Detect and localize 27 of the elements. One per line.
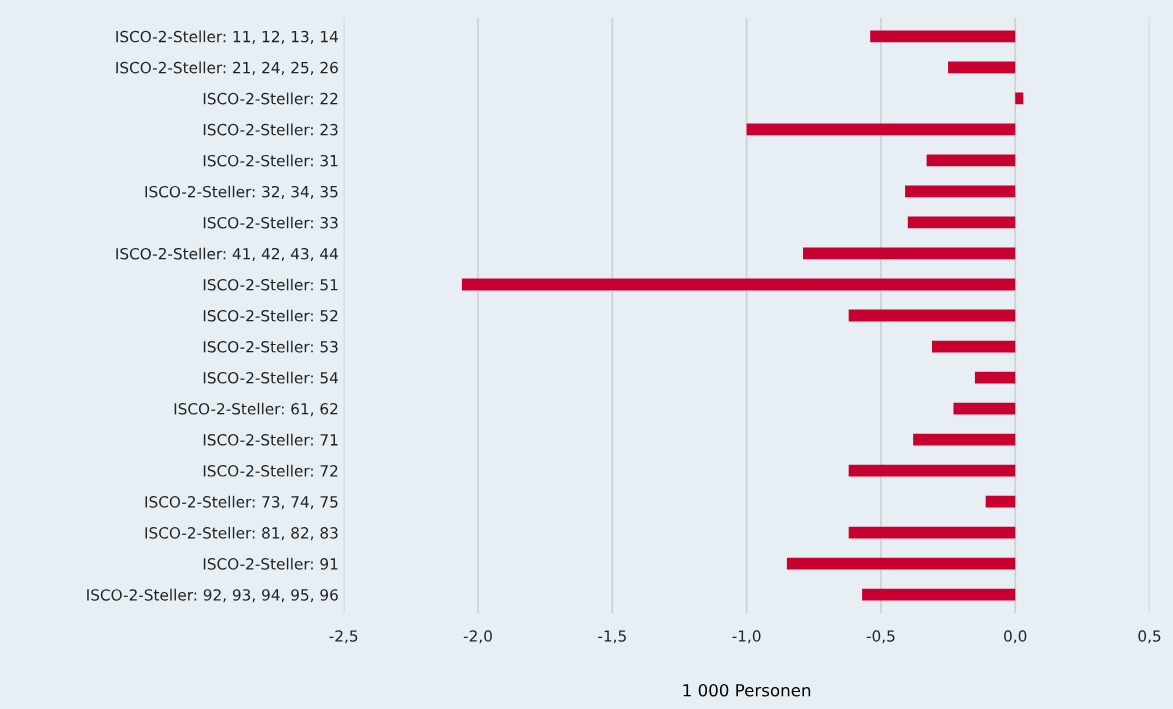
y-tick-label: ISCO-2-Steller: 92, 93, 94, 95, 96 (87, 588, 338, 603)
y-tick-label: ISCO-2-Steller: 81, 82, 83 (145, 526, 338, 541)
x-axis-title: 1 000 Personen (683, 683, 811, 697)
y-tick-label: ISCO-2-Steller: 33 (203, 216, 338, 229)
x-tick-label: -1,0 (732, 630, 761, 644)
y-tick-label: ISCO-2-Steller: 22 (203, 92, 338, 105)
y-tick-label: ISCO-2-Steller: 72 (203, 464, 338, 477)
x-tick-label: 0,0 (1004, 630, 1027, 644)
x-tick-label: -0,5 (866, 630, 895, 644)
x-tick-label: -2,5 (329, 630, 358, 644)
y-tick-label: ISCO-2-Steller: 23 (203, 123, 338, 136)
y-tick-label: ISCO-2-Steller: 32, 34, 35 (145, 185, 338, 200)
x-tick-label: 0,5 (1138, 630, 1161, 644)
y-tick-label: ISCO-2-Steller: 11, 12, 13, 14 (116, 30, 338, 44)
x-tick-label: -2,0 (463, 630, 492, 644)
y-tick-label: ISCO-2-Steller: 53 (203, 340, 338, 353)
x-tick-label: -1,5 (598, 630, 626, 644)
y-tick-label: ISCO-2-Steller: 73, 74, 75 (145, 495, 338, 510)
y-tick-label: ISCO-2-Steller: 21, 24, 25, 26 (116, 61, 338, 75)
y-tick-label: ISCO-2-Steller: 71 (203, 433, 338, 446)
y-tick-label: ISCO-2-Steller: 52 (203, 309, 338, 322)
y-tick-label: ISCO-2-Steller: 61, 62 (174, 402, 338, 417)
y-tick-label: ISCO-2-Steller: 91 (203, 557, 338, 570)
y-tick-label: ISCO-2-Steller: 41, 42, 43, 44 (116, 247, 338, 262)
y-tick-label: ISCO-2-Steller: 31 (203, 154, 338, 167)
y-tick-label: ISCO-2-Steller: 51 (203, 278, 338, 291)
y-tick-label: ISCO-2-Steller: 54 (203, 371, 338, 384)
